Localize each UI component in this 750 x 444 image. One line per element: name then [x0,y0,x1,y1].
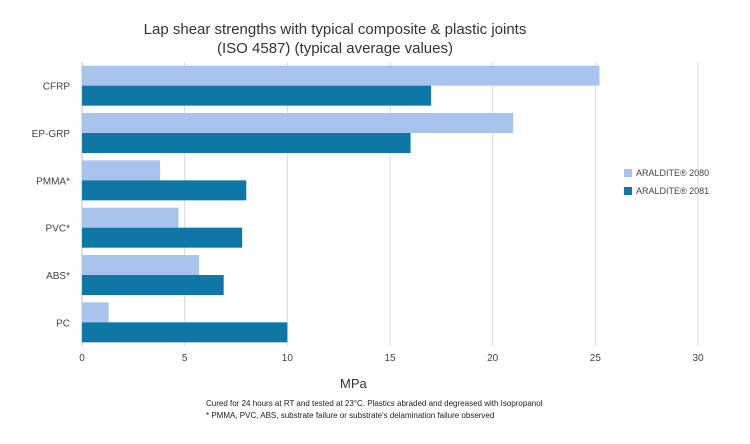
chart-title-line-1: Lap shear strengths with typical composi… [143,21,527,38]
bar-epgrp-series-2 [82,133,411,153]
bar-pvc-series-2 [82,227,243,248]
bar-abs-series-1 [82,255,200,275]
x-tick-label-30: 30 [692,353,704,364]
bar-cfrp-series-2 [82,85,432,106]
x-tick-labels: 0 5 10 15 20 25 30 [79,353,704,364]
category-labels: CFRP EP-GRP PMMA* PVC* ABS* PC [32,82,71,330]
legend-swatch-2080 [624,169,632,177]
gridlines [81,62,699,346]
legend-item-2080: ARALDITE® 2080 [624,168,709,178]
x-tick-label-15: 15 [384,353,396,364]
legend-item-2081: ARALDITE® 2081 [624,186,709,196]
bar-cfrp-series-1 [82,65,600,86]
category-label-pc: PC [56,318,70,329]
footnote-failure: * PMMA, PVC, ABS, substrate failure or s… [206,411,495,420]
bar-pc-series-2 [82,322,288,343]
bar-epgrp-series-1 [82,113,514,133]
x-tick-label-20: 20 [487,353,499,364]
footnote-curing: Cured for 24 hours at RT and tested at 2… [206,399,543,408]
x-tick-label-10: 10 [282,353,294,364]
x-tick-label-5: 5 [182,353,188,364]
bar-pmma-series-2 [82,180,247,201]
legend-swatch-2081 [624,187,632,195]
legend-label-2080: ARALDITE® 2080 [636,168,710,178]
bar-abs-series-2 [82,275,224,295]
x-axis-label: MPa [340,376,367,391]
x-tick-label-0: 0 [79,353,85,364]
category-label-abs: ABS* [46,271,70,282]
bar-pvc-series-1 [82,207,179,228]
x-tick-label-25: 25 [590,353,602,364]
category-label-epgrp: EP-GRP [32,129,71,140]
bars [82,65,600,343]
legend-label-2081: ARALDITE® 2081 [636,186,710,196]
bar-pc-series-1 [82,302,109,323]
category-label-pvc: PVC* [46,224,71,235]
chart-title-line-2: (ISO 4587) (typical average values) [217,40,453,57]
category-label-pmma: PMMA* [36,176,70,187]
bar-pmma-series-1 [82,160,161,181]
category-label-cfrp: CFRP [43,82,71,93]
